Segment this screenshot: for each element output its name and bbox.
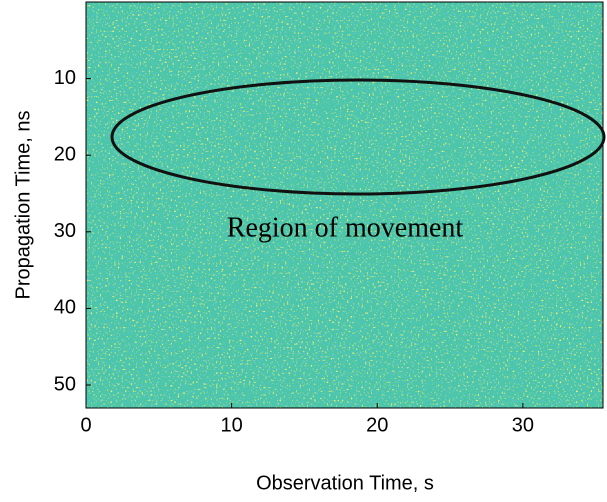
y-tick-label: 50: [54, 373, 76, 395]
y-tick-label: 40: [54, 297, 76, 319]
x-axis-label: Observation Time, s: [256, 472, 434, 494]
y-tick-label: 30: [54, 220, 76, 242]
x-tick-label: 20: [366, 414, 388, 436]
y-tick-label: 10: [54, 67, 76, 89]
plot-frame: [85, 1, 604, 409]
y-tick-label: 20: [54, 143, 76, 165]
heatmap: [86, 2, 603, 408]
x-tick-label: 0: [80, 414, 91, 436]
x-tick-label: 30: [512, 414, 534, 436]
annotation: Region of movement: [227, 212, 464, 243]
region-ellipse: [110, 78, 606, 196]
y-axis-label: Propagation Time, ns: [12, 111, 34, 300]
x-tick-label: 10: [221, 414, 243, 436]
